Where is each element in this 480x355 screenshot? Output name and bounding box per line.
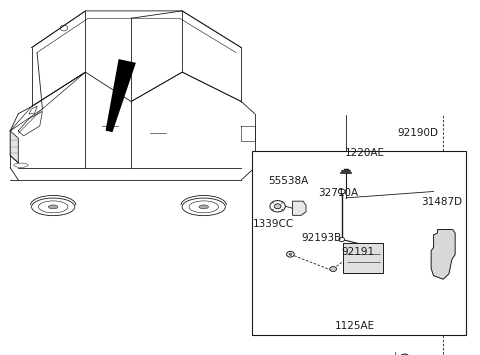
Polygon shape xyxy=(293,201,306,215)
Ellipse shape xyxy=(48,205,58,209)
Text: 1220AE: 1220AE xyxy=(345,148,385,158)
Ellipse shape xyxy=(38,201,68,213)
Ellipse shape xyxy=(189,201,218,213)
Text: 92190D: 92190D xyxy=(397,128,438,138)
Ellipse shape xyxy=(14,163,28,167)
Circle shape xyxy=(338,189,345,194)
Text: 31487D: 31487D xyxy=(421,197,462,207)
Circle shape xyxy=(287,251,294,257)
Ellipse shape xyxy=(199,205,208,209)
Text: 92193B: 92193B xyxy=(301,233,342,243)
Text: 1125AE: 1125AE xyxy=(335,321,375,331)
Bar xyxy=(252,151,466,335)
Text: 1339CC: 1339CC xyxy=(253,219,294,229)
Text: 92191: 92191 xyxy=(341,247,374,257)
Text: 55538A: 55538A xyxy=(268,176,308,186)
Circle shape xyxy=(400,354,409,355)
Ellipse shape xyxy=(182,198,225,215)
Polygon shape xyxy=(106,59,136,132)
FancyBboxPatch shape xyxy=(343,243,383,273)
Polygon shape xyxy=(10,131,18,163)
Circle shape xyxy=(330,267,336,272)
Ellipse shape xyxy=(32,198,75,215)
Polygon shape xyxy=(431,230,455,279)
Circle shape xyxy=(289,253,292,255)
Text: 32710A: 32710A xyxy=(318,189,359,198)
Circle shape xyxy=(339,237,345,242)
Circle shape xyxy=(274,204,281,209)
